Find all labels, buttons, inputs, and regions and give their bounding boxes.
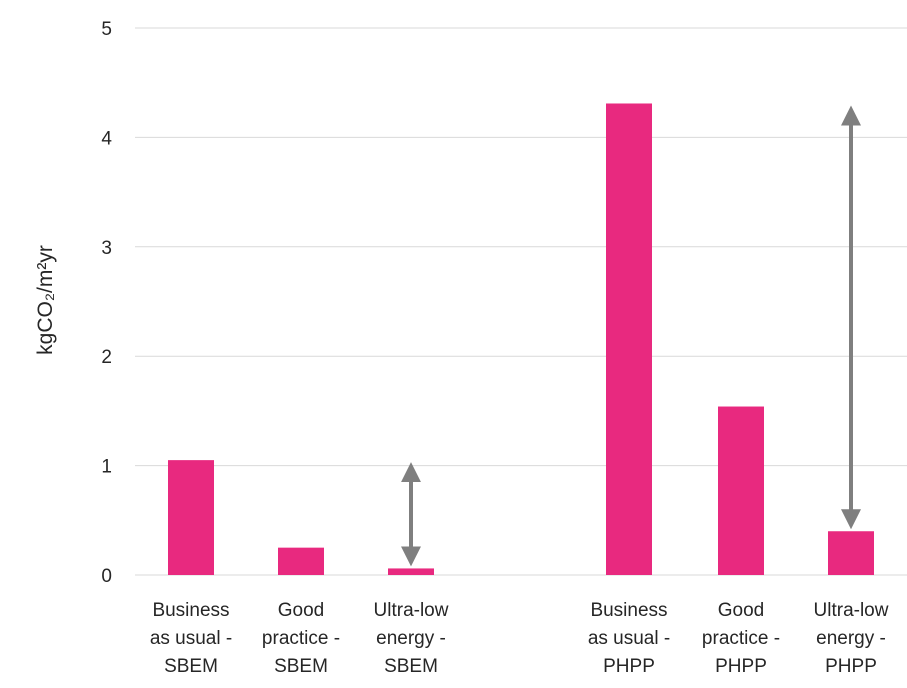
bar xyxy=(606,103,652,576)
x-category-label: Good xyxy=(718,600,764,621)
y-axis-ticks: 0 1 2 3 4 5 xyxy=(101,19,112,587)
x-category-label: as usual - xyxy=(588,628,670,649)
y-tick-label: 5 xyxy=(101,19,112,40)
y-axis-title: kgCO₂/m²yr xyxy=(34,245,57,355)
x-category-label: Business xyxy=(590,600,667,621)
annotations xyxy=(401,105,861,567)
x-axis-labels: Business as usual - SBEM Good practice - SBEM… xyxy=(150,600,889,677)
x-category-label: Ultra-low xyxy=(814,600,889,621)
bar xyxy=(828,531,874,575)
y-tick-label: 4 xyxy=(101,128,112,149)
x-category-label: SBEM xyxy=(274,656,328,677)
bar xyxy=(388,568,434,575)
x-category-label: SBEM xyxy=(384,656,438,677)
bars xyxy=(168,103,874,576)
x-category-label: PHPP xyxy=(825,656,877,677)
x-category-label: SBEM xyxy=(164,656,218,677)
x-category-label: practice - xyxy=(702,628,780,649)
x-category-label: as usual - xyxy=(150,628,232,649)
gridlines xyxy=(135,27,907,576)
x-category-label: energy - xyxy=(816,628,886,649)
y-tick-label: 1 xyxy=(101,457,112,478)
x-category-label: practice - xyxy=(262,628,340,649)
bar xyxy=(278,547,324,575)
x-category-label: PHPP xyxy=(715,656,767,677)
y-tick-label: 0 xyxy=(101,566,112,587)
x-category-label: Good xyxy=(278,600,324,621)
x-category-label: energy - xyxy=(376,628,446,649)
y-tick-label: 3 xyxy=(101,238,112,259)
y-tick-label: 2 xyxy=(101,347,112,368)
x-category-label: Ultra-low xyxy=(374,600,449,621)
bar xyxy=(718,406,764,575)
x-category-label: PHPP xyxy=(603,656,655,677)
bar xyxy=(168,460,214,575)
x-category-label: Business xyxy=(152,600,229,621)
